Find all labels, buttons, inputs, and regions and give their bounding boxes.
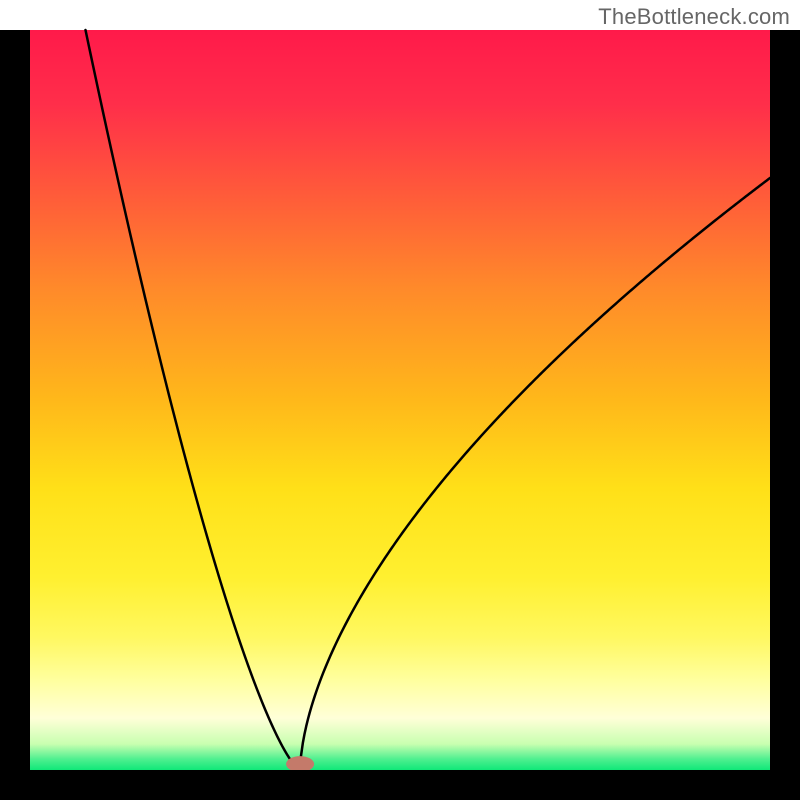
frame-right bbox=[770, 30, 800, 800]
plot-background bbox=[30, 30, 770, 770]
optimum-marker bbox=[286, 756, 314, 772]
frame-left bbox=[0, 30, 30, 800]
bottleneck-chart bbox=[0, 0, 800, 800]
chart-container: TheBottleneck.com bbox=[0, 0, 800, 800]
watermark-text: TheBottleneck.com bbox=[598, 4, 790, 30]
frame-bottom bbox=[0, 770, 800, 800]
